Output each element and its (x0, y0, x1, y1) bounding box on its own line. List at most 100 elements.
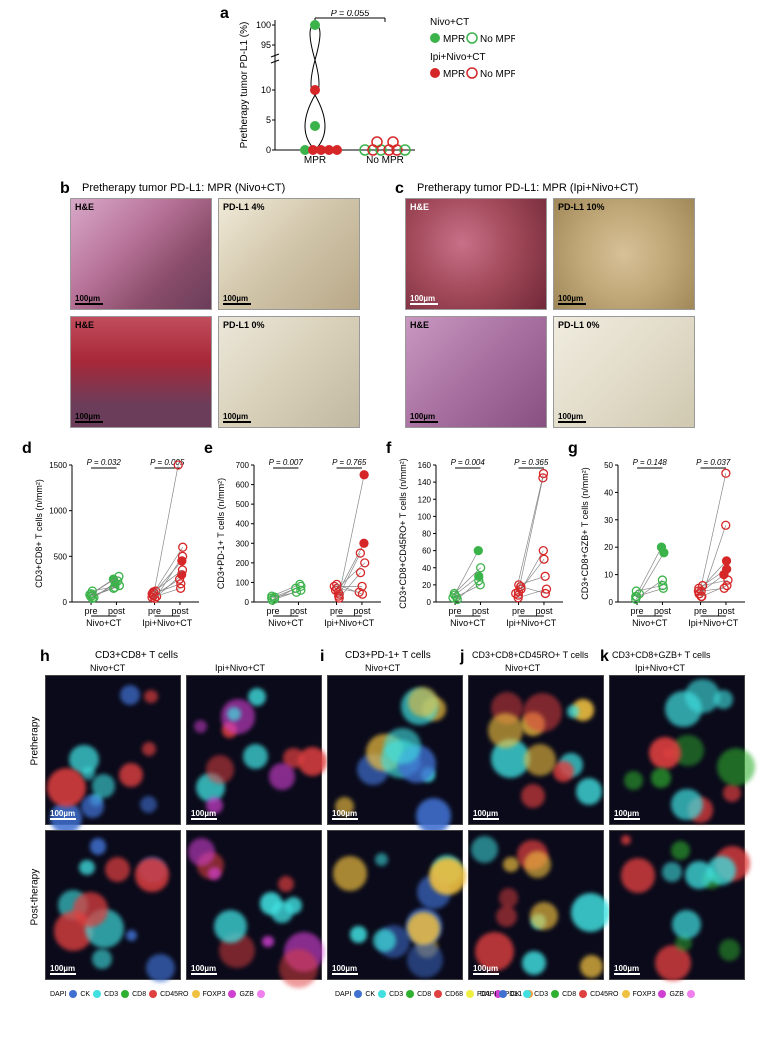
fluor-cell: 100µm (468, 675, 604, 825)
panel-a-label: a (220, 5, 229, 23)
svg-text:MPR: MPR (443, 34, 465, 45)
panel-g-chart: 01020304050CD3+CD8+GZB+ T cells (n/mm²)p… (578, 450, 750, 640)
svg-text:0: 0 (266, 145, 271, 155)
svg-text:700: 700 (236, 461, 250, 470)
svg-text:120: 120 (418, 495, 432, 504)
svg-text:pre: pre (85, 606, 98, 616)
svg-text:20: 20 (604, 543, 613, 552)
svg-text:post: post (290, 606, 308, 616)
svg-text:P = 0.007: P = 0.007 (269, 458, 304, 467)
svg-text:P = 0.765: P = 0.765 (332, 458, 367, 467)
svg-text:100: 100 (236, 578, 250, 587)
svg-text:Nivo+CT: Nivo+CT (632, 618, 668, 628)
panel-c-title: Pretherapy tumor PD-L1: MPR (Ipi+Nivo+CT… (417, 182, 638, 194)
svg-text:40: 40 (422, 564, 431, 573)
svg-text:30: 30 (604, 516, 613, 525)
svg-text:Ipi+Nivo+CT: Ipi+Nivo+CT (688, 618, 739, 628)
fluor-cell: 100µm (327, 675, 463, 825)
panel-k-label: k (600, 648, 609, 666)
svg-text:60: 60 (422, 547, 431, 556)
fluor-cell: 100µm (45, 675, 181, 825)
h-sub2: Ipi+Nivo+CT (215, 663, 265, 673)
svg-text:pre: pre (330, 606, 343, 616)
svg-text:CD3+CD8+CD45RO+ T cells (n/mm²: CD3+CD8+CD45RO+ T cells (n/mm²) (398, 458, 408, 608)
svg-text:No MPR: No MPR (480, 34, 515, 45)
svg-text:10: 10 (604, 571, 613, 580)
panel-e-label: e (204, 440, 213, 458)
svg-text:pre: pre (631, 606, 644, 616)
panel-i-label: i (320, 648, 324, 666)
svg-text:1500: 1500 (49, 461, 67, 470)
svg-text:No MPR: No MPR (480, 69, 515, 80)
panel-j-label: j (460, 648, 464, 666)
panel-d-label: d (22, 440, 32, 458)
svg-text:Ipi+Nivo+CT: Ipi+Nivo+CT (142, 618, 193, 628)
svg-text:80: 80 (422, 530, 431, 539)
fluor-cell: 100µm (45, 830, 181, 980)
svg-text:Nivo+CT: Nivo+CT (268, 618, 304, 628)
svg-text:Nivo+CT: Nivo+CT (86, 618, 122, 628)
svg-text:P = 0.005: P = 0.005 (150, 458, 185, 467)
svg-text:50: 50 (604, 461, 613, 470)
fluor-cell: 100µm (468, 830, 604, 980)
svg-text:P = 0.004: P = 0.004 (451, 458, 486, 467)
svg-text:40: 40 (604, 488, 613, 497)
row-pre: Pretherapy (30, 717, 41, 766)
fluor-cell: 100µm (609, 675, 745, 825)
j-sub: Nivo+CT (505, 663, 540, 673)
svg-text:Ipi+Nivo+CT: Ipi+Nivo+CT (506, 618, 557, 628)
panel-j-title: CD3+CD8+CD45RO+ T cells (472, 650, 588, 660)
svg-text:CD3+PD-1+ T cells (n/mm²): CD3+PD-1+ T cells (n/mm²) (216, 478, 226, 589)
svg-text:Ipi+Nivo+CT: Ipi+Nivo+CT (430, 52, 486, 63)
svg-text:pre: pre (449, 606, 462, 616)
svg-text:5: 5 (266, 115, 271, 125)
svg-text:post: post (717, 606, 735, 616)
svg-text:1000: 1000 (49, 507, 67, 516)
svg-text:20: 20 (422, 581, 431, 590)
svg-text:No MPR: No MPR (366, 155, 404, 166)
panel-b-grid: H&E 100µm PD-L1 4% 100µm H&E 100µm PD-L1… (70, 198, 360, 428)
fluor-cell: 100µm (186, 675, 322, 825)
svg-text:post: post (654, 606, 672, 616)
svg-text:post: post (353, 606, 371, 616)
panel-b-title: Pretherapy tumor PD-L1: MPR (Nivo+CT) (82, 182, 285, 194)
row-post: Post-therapy (30, 869, 41, 926)
svg-text:0: 0 (245, 598, 250, 607)
panel-d-chart: 050010001500CD3+CD8+ T cells (n/mm²)prep… (32, 450, 204, 640)
panel-a-chart: 0 5 10 95 100 Pretherapy tumor PD-L1 (%)… (235, 10, 515, 170)
svg-text:200: 200 (236, 559, 250, 568)
panel-k-title: CD3+CD8+GZB+ T cells (612, 650, 710, 660)
svg-text:0: 0 (609, 598, 614, 607)
panel-c-label: c (395, 180, 404, 198)
legend-strip-3: DAPICKCD3CD8CD45ROFOXP3GZB (480, 990, 695, 998)
svg-text:pre: pre (148, 606, 161, 616)
svg-text:500: 500 (236, 500, 250, 509)
k-sub: Ipi+Nivo+CT (635, 663, 685, 673)
svg-text:pre: pre (267, 606, 280, 616)
svg-text:Pretherapy tumor PD-L1 (%): Pretherapy tumor PD-L1 (%) (239, 22, 250, 149)
svg-text:140: 140 (418, 478, 432, 487)
svg-text:post: post (108, 606, 126, 616)
panel-g-label: g (568, 440, 578, 458)
svg-text:100: 100 (256, 20, 271, 30)
svg-text:600: 600 (236, 481, 250, 490)
legend-strip-1: DAPICKCD3CD8CD45ROFOXP3GZB (50, 990, 265, 998)
svg-text:post: post (535, 606, 553, 616)
svg-text:400: 400 (236, 520, 250, 529)
svg-text:160: 160 (418, 461, 432, 470)
panel-h-title: CD3+CD8+ T cells (95, 650, 178, 661)
svg-text:CD3+CD8+ T cells (n/mm²): CD3+CD8+ T cells (n/mm²) (34, 479, 44, 588)
svg-text:Ipi+Nivo+CT: Ipi+Nivo+CT (324, 618, 375, 628)
svg-text:MPR: MPR (304, 155, 326, 166)
panel-f-chart: 020406080100120140160CD3+CD8+CD45RO+ T c… (396, 450, 568, 640)
svg-text:P = 0.032: P = 0.032 (87, 458, 122, 467)
fluor-cell: 100µm (327, 830, 463, 980)
svg-text:pre: pre (694, 606, 707, 616)
svg-text:0: 0 (63, 598, 68, 607)
svg-text:post: post (472, 606, 490, 616)
panel-b-label: b (60, 180, 70, 198)
svg-text:MPR: MPR (443, 69, 465, 80)
panel-f-label: f (386, 440, 391, 458)
svg-text:post: post (171, 606, 189, 616)
panel-e-chart: 0100200300400500600700CD3+PD-1+ T cells … (214, 450, 386, 640)
